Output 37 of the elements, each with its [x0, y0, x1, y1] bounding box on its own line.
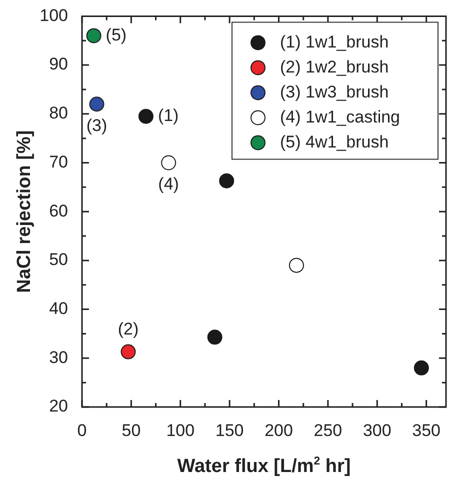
point — [219, 173, 234, 188]
x-tick-label: 100 — [166, 420, 195, 440]
annotation: (1) — [158, 106, 179, 126]
point — [288, 258, 304, 273]
y-tick-label: 40 — [49, 298, 68, 318]
legend-label: (5) 4w1_brush — [280, 132, 389, 152]
x-tick-label: 200 — [264, 420, 293, 440]
point — [161, 155, 176, 170]
x-tick-label: 250 — [314, 420, 342, 440]
x-tick-label: 300 — [362, 420, 392, 440]
point — [138, 108, 154, 124]
y-tick-label: 70 — [49, 152, 68, 172]
x-tick-label: 0 — [77, 420, 87, 440]
y-axis-title: NaCl rejection [%] — [14, 130, 36, 293]
point — [207, 330, 222, 345]
legend-label: (2) 1w2_brush — [280, 57, 389, 76]
point — [89, 96, 104, 112]
x-tick-label: 150 — [215, 420, 244, 440]
legend-label: (4) 1w1_casting — [280, 107, 400, 126]
y-tick-label: 100 — [40, 6, 68, 25]
x-tick-label: 50 — [122, 420, 141, 440]
x-tick-label: 350 — [412, 420, 441, 440]
annotation: (2) — [118, 319, 139, 338]
legend-label: (3) 1w3_brush — [280, 82, 389, 102]
annotation: (3) — [86, 116, 108, 135]
y-tick-label: 90 — [49, 54, 68, 74]
y-tick-label: 30 — [49, 348, 68, 367]
y-tick-label: 20 — [49, 396, 68, 416]
y-tick-label: 80 — [49, 104, 68, 123]
y-tick-label: 60 — [49, 201, 68, 220]
point — [86, 28, 102, 44]
point — [120, 344, 136, 360]
point — [414, 360, 429, 376]
annotation: (5) — [106, 25, 127, 44]
legend-label: (1) 1w1_brush — [280, 32, 389, 52]
y-tick-label: 50 — [49, 250, 68, 270]
annotation: (4) — [158, 174, 179, 194]
